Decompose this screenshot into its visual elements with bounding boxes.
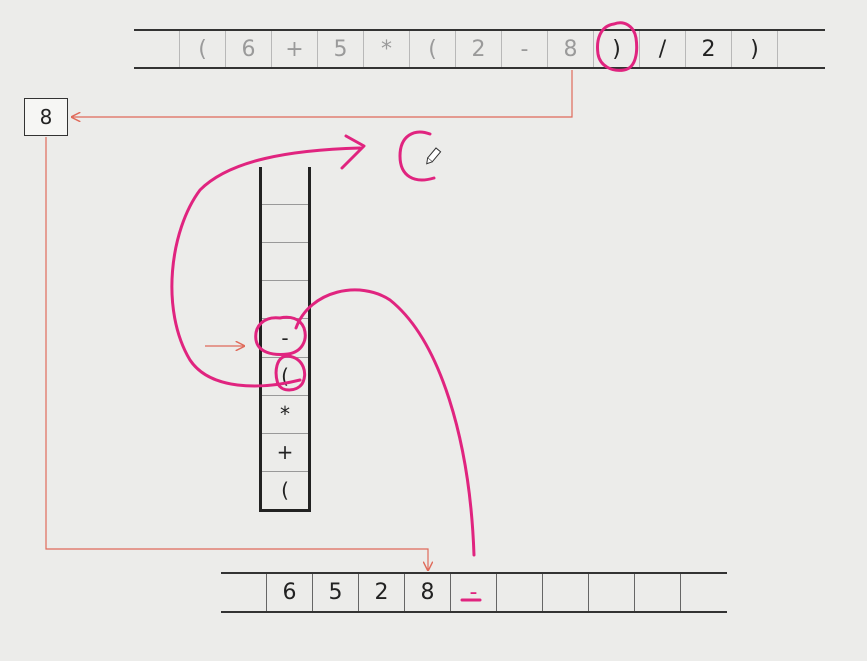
stack-cell: * [262, 396, 308, 434]
input-cell: 8 [548, 31, 594, 67]
stack-cell: ( [262, 358, 308, 396]
output-cell: 5 [313, 574, 359, 611]
input-cell: ) [732, 31, 778, 67]
stack-cell: + [262, 434, 308, 472]
input-cell [134, 31, 180, 67]
pen-cursor-icon [426, 147, 442, 165]
input-cell: / [640, 31, 686, 67]
output-cell [497, 574, 543, 611]
stack-cell-top: - [262, 319, 308, 358]
input-cell: ( [410, 31, 456, 67]
input-cell: 5 [318, 31, 364, 67]
output-cell [589, 574, 635, 611]
input-cell: + [272, 31, 318, 67]
output-arrow [45, 137, 428, 570]
input-cell: * [364, 31, 410, 67]
popped-paren [398, 130, 436, 182]
current-token-box: 8 [24, 98, 68, 136]
operator-stack: - ( * + ( [259, 167, 311, 512]
output-cell [543, 574, 589, 611]
stack-cell [262, 205, 308, 244]
output-cell [221, 574, 267, 611]
input-cell: ) [594, 31, 640, 67]
input-cell: 2 [456, 31, 502, 67]
output-cell: 8 [405, 574, 451, 611]
stack-cell: ( [281, 478, 289, 503]
input-tape: ( 6 + 5 * ( 2 - 8 ) / 2 ) [134, 29, 825, 69]
input-cell: - [502, 31, 548, 67]
output-cell [635, 574, 681, 611]
input-cell: 2 [686, 31, 732, 67]
stack-cell [262, 167, 308, 206]
output-cell: - [451, 574, 497, 611]
input-cell: 6 [226, 31, 272, 67]
output-cell: 2 [359, 574, 405, 611]
pop-arrowhead [340, 134, 366, 170]
stack-cell [262, 243, 308, 282]
output-cell [681, 574, 727, 611]
input-cell [778, 31, 824, 67]
stack-cell [262, 281, 308, 320]
move-to-output-arrow [294, 288, 476, 557]
output-tape: 6 5 2 8 - [221, 572, 727, 613]
output-cell: 6 [267, 574, 313, 611]
input-cell: ( [180, 31, 226, 67]
token-arrow [72, 70, 573, 117]
